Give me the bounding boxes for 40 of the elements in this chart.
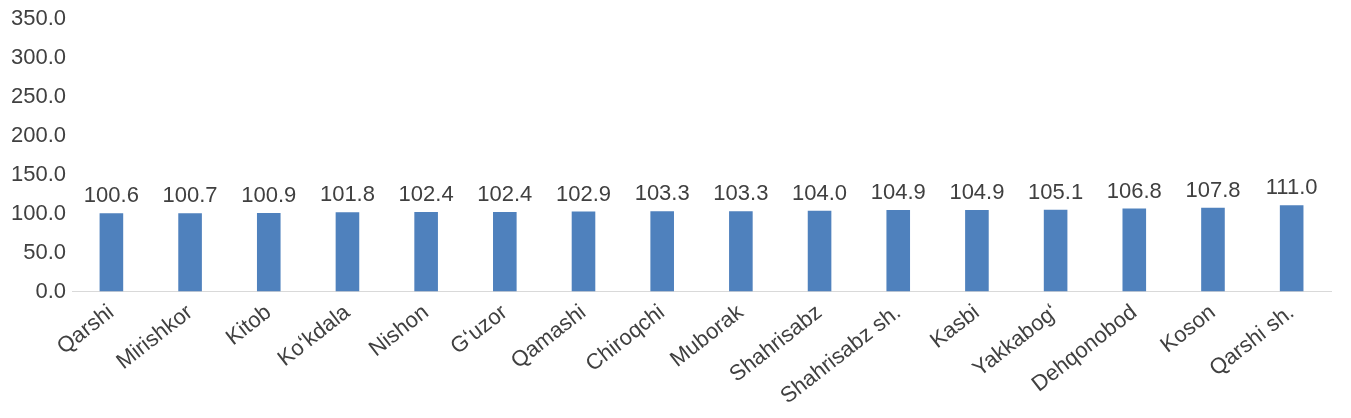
- bar: [335, 212, 360, 292]
- data-label: 104.9: [949, 179, 1005, 205]
- y-tick-label: 0.0: [35, 277, 67, 303]
- bar: [1201, 207, 1225, 292]
- data-label: 104.0: [792, 179, 848, 205]
- data-label: 102.9: [555, 180, 612, 206]
- data-label: 106.8: [1106, 177, 1162, 203]
- data-label: 105.1: [1028, 178, 1084, 204]
- bar: [493, 211, 517, 292]
- data-label: 102.4: [477, 180, 533, 206]
- y-tick-label: 250.0: [10, 83, 67, 109]
- data-label: 103.3: [713, 180, 769, 206]
- y-tick-label: 300.0: [10, 44, 67, 70]
- data-label: 107.8: [1185, 176, 1241, 202]
- y-tick-label: 50.0: [23, 238, 67, 264]
- data-label: 102.4: [398, 180, 454, 206]
- bar: [886, 209, 911, 292]
- bar: [1122, 208, 1147, 292]
- bar: [256, 213, 281, 292]
- data-label: 103.3: [634, 180, 690, 206]
- data-label: 111.0: [1265, 174, 1318, 200]
- bar: [571, 211, 596, 292]
- bar: [807, 210, 832, 292]
- bar: [650, 211, 674, 292]
- y-tick-label: 100.0: [10, 199, 67, 225]
- y-tick-label: 350.0: [10, 5, 67, 31]
- bar: [1043, 209, 1068, 292]
- data-label: 100.9: [241, 182, 297, 208]
- bar: [729, 211, 753, 292]
- bar: [414, 211, 438, 292]
- bar: [99, 213, 124, 292]
- bar: [965, 209, 989, 292]
- bar: [1279, 205, 1304, 292]
- data-label: 104.9: [870, 179, 926, 205]
- data-label: 100.7: [162, 182, 218, 208]
- y-tick-label: 200.0: [10, 122, 67, 148]
- data-label: 100.6: [83, 182, 139, 208]
- data-label: 101.8: [319, 181, 375, 207]
- y-tick-label: 150.0: [10, 160, 67, 186]
- bar: [178, 213, 202, 292]
